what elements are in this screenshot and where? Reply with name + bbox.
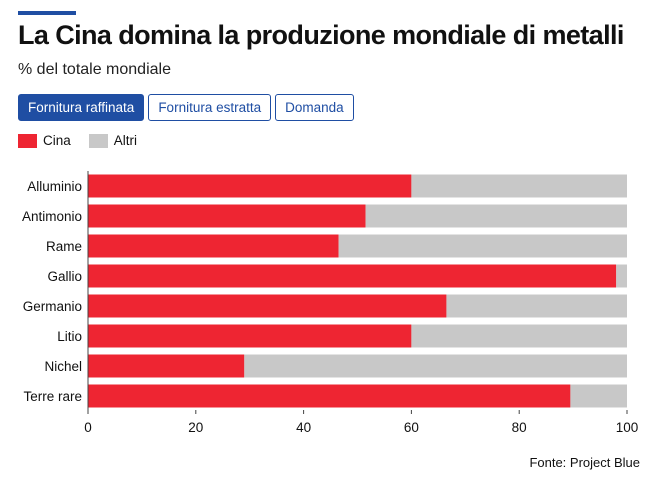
bar-altri-germanio <box>446 294 627 318</box>
chart-subtitle: % del totale mondiale <box>18 61 171 78</box>
title-accent-bar <box>18 11 76 15</box>
x-tick-label-0: 0 <box>84 420 92 435</box>
bar-altri-nichel <box>244 354 627 378</box>
legend: Cina Altri <box>18 133 155 148</box>
bar-cina-germanio <box>88 294 447 318</box>
view-tabs: Fornitura raffinata Fornitura estratta D… <box>18 94 354 121</box>
bar-cina-antimonio <box>88 204 366 228</box>
legend-swatch-altri <box>88 133 108 148</box>
bar-altri-terre-rare <box>570 384 627 408</box>
bar-altri-antimonio <box>365 204 627 228</box>
bar-cina-gallio <box>88 264 617 288</box>
x-tick-label-40: 40 <box>296 420 311 435</box>
category-label-antimonio: Antimonio <box>22 209 82 224</box>
bar-altri-alluminio <box>411 174 627 198</box>
bar-cina-litio <box>88 324 412 348</box>
legend-label-cina: Cina <box>43 133 71 148</box>
category-label-germanio: Germanio <box>23 299 82 314</box>
legend-item-cina: Cina <box>18 133 71 148</box>
category-label-alluminio: Alluminio <box>27 179 82 194</box>
bar-cina-terre-rare <box>88 384 571 408</box>
bar-altri-gallio <box>616 264 627 288</box>
x-tick-label-60: 60 <box>404 420 419 435</box>
category-label-litio: Litio <box>57 329 82 344</box>
x-tick-label-100: 100 <box>616 420 639 435</box>
tab-fornitura-raffinata[interactable]: Fornitura raffinata <box>18 94 145 121</box>
x-tick-label-20: 20 <box>188 420 203 435</box>
legend-swatch-cina <box>18 133 37 148</box>
category-label-nichel: Nichel <box>44 359 82 374</box>
bar-altri-rame <box>338 234 627 258</box>
x-tick-label-80: 80 <box>512 420 527 435</box>
bar-cina-nichel <box>88 354 245 378</box>
bar-cina-rame <box>88 234 339 258</box>
category-label-rame: Rame <box>46 239 82 254</box>
bar-altri-litio <box>411 324 627 348</box>
legend-item-altri: Altri <box>88 133 138 148</box>
category-label-gallio: Gallio <box>47 269 82 284</box>
bar-cina-alluminio <box>88 174 412 198</box>
legend-label-altri: Altri <box>113 133 138 148</box>
source-note: Fonte: Project Blue <box>529 455 640 470</box>
tab-domanda[interactable]: Domanda <box>275 94 354 121</box>
category-label-terre-rare: Terre rare <box>23 389 82 404</box>
tab-fornitura-estratta[interactable]: Fornitura estratta <box>148 94 272 121</box>
chart-title: La Cina domina la produzione mondiale di… <box>18 20 624 50</box>
